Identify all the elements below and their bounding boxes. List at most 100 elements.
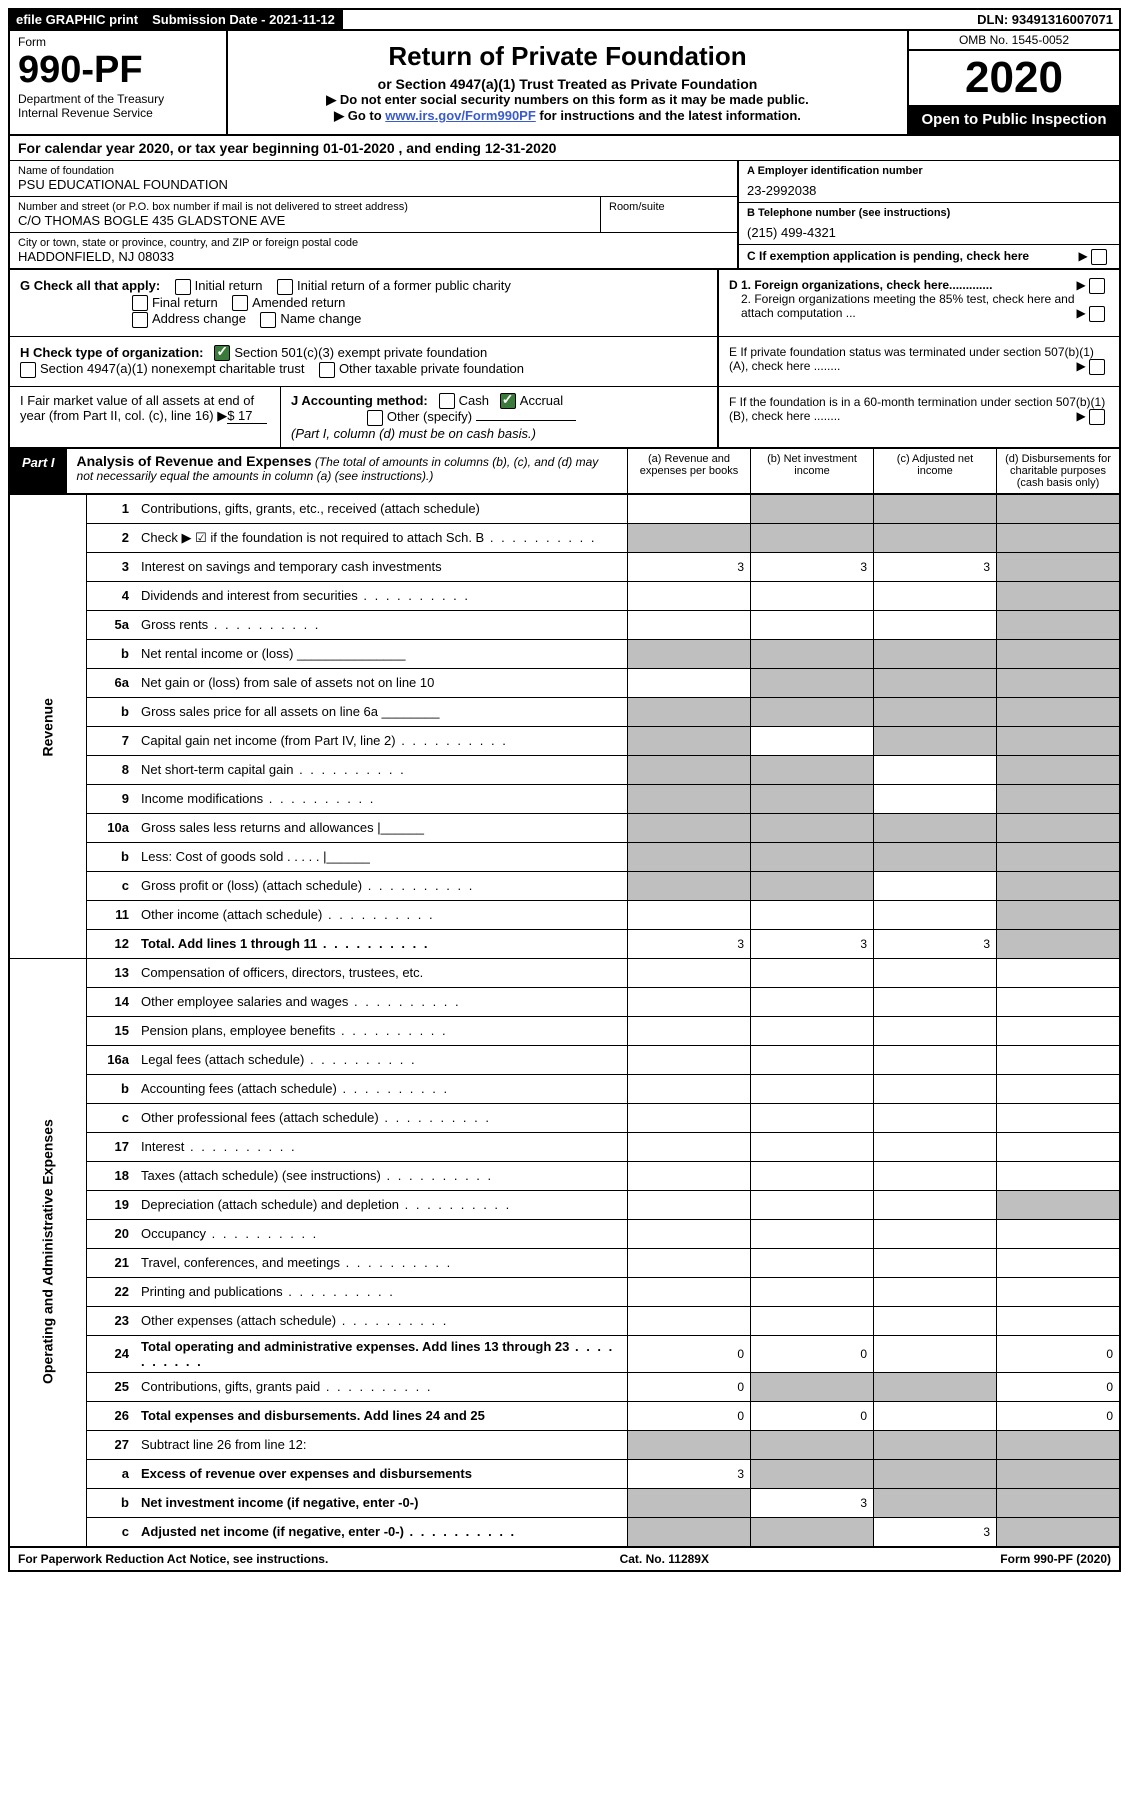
cell-d xyxy=(997,697,1121,726)
topbar: efile GRAPHIC print Submission Date - 20… xyxy=(8,8,1121,31)
c-cell: C If exemption application is pending, c… xyxy=(739,245,1119,267)
h2: Section 4947(a)(1) nonexempt charitable … xyxy=(40,361,304,376)
row-text: Gross rents xyxy=(135,610,628,639)
row-num: 7 xyxy=(87,726,136,755)
j1-chk[interactable] xyxy=(439,393,455,409)
cell-b xyxy=(751,1074,874,1103)
j-note: (Part I, column (d) must be on cash basi… xyxy=(291,426,536,441)
row-num: 25 xyxy=(87,1372,136,1401)
cell-b xyxy=(751,668,874,697)
row-num: 11 xyxy=(87,900,136,929)
d2: 2. Foreign organizations meeting the 85%… xyxy=(741,292,1075,320)
row-text: Excess of revenue over expenses and disb… xyxy=(135,1459,628,1488)
phone-cell: B Telephone number (see instructions) (2… xyxy=(739,203,1119,245)
cell-d xyxy=(997,639,1121,668)
row-text: Other income (attach schedule) xyxy=(135,900,628,929)
g1-chk[interactable] xyxy=(175,279,191,295)
cell-c xyxy=(874,1488,997,1517)
cell-d: 0 xyxy=(997,1401,1121,1430)
table-row: cGross profit or (loss) (attach schedule… xyxy=(9,871,1120,900)
g4: Amended return xyxy=(252,295,345,310)
row-num: 8 xyxy=(87,755,136,784)
j3-chk[interactable] xyxy=(367,410,383,426)
table-row: 11Other income (attach schedule) xyxy=(9,900,1120,929)
cell-a xyxy=(628,726,751,755)
ident-block: Name of foundation PSU EDUCATIONAL FOUND… xyxy=(8,161,1121,270)
cell-d xyxy=(997,1132,1121,1161)
part1-header: Part I Analysis of Revenue and Expenses … xyxy=(8,449,1121,495)
part1-title: Analysis of Revenue and Expenses xyxy=(77,453,312,469)
cell-d xyxy=(997,726,1121,755)
cell-b xyxy=(751,726,874,755)
g3-chk[interactable] xyxy=(132,295,148,311)
efile-label[interactable]: efile GRAPHIC print xyxy=(10,10,146,29)
d2-chk[interactable] xyxy=(1089,306,1105,322)
h3-chk[interactable] xyxy=(319,362,335,378)
cell-c xyxy=(874,900,997,929)
row-num: 9 xyxy=(87,784,136,813)
cell-c xyxy=(874,1132,997,1161)
cell-a: 3 xyxy=(628,1459,751,1488)
j2-chk[interactable] xyxy=(500,393,516,409)
row-num: b xyxy=(87,697,136,726)
cell-d xyxy=(997,1016,1121,1045)
j-other-line xyxy=(476,420,576,421)
cell-d xyxy=(997,987,1121,1016)
header-right: OMB No. 1545-0052 2020 Open to Public In… xyxy=(907,31,1119,134)
cell-a xyxy=(628,1248,751,1277)
cell-c xyxy=(874,784,997,813)
d1-chk[interactable] xyxy=(1089,278,1105,294)
footer-m: Cat. No. 11289X xyxy=(620,1552,709,1566)
row-text: Occupancy xyxy=(135,1219,628,1248)
cell-b xyxy=(751,1517,874,1546)
g2-chk[interactable] xyxy=(277,279,293,295)
row-num: 4 xyxy=(87,581,136,610)
cell-d xyxy=(997,1103,1121,1132)
f-block: F If the foundation is in a 60-month ter… xyxy=(719,387,1119,447)
e-chk[interactable] xyxy=(1089,359,1105,375)
footer: For Paperwork Reduction Act Notice, see … xyxy=(8,1547,1121,1572)
row-text: Contributions, gifts, grants paid xyxy=(135,1372,628,1401)
cell-c xyxy=(874,1335,997,1372)
calendar-row: For calendar year 2020, or tax year begi… xyxy=(8,136,1121,161)
row-num: c xyxy=(87,1103,136,1132)
row-text: Net investment income (if negative, ente… xyxy=(135,1488,628,1517)
city-cell: City or town, state or province, country… xyxy=(10,233,737,268)
h1-chk[interactable] xyxy=(214,345,230,361)
cell-b: 3 xyxy=(751,929,874,958)
cell-a xyxy=(628,639,751,668)
form-number: 990-PF xyxy=(18,49,218,92)
cell-c xyxy=(874,1401,997,1430)
cell-b xyxy=(751,1190,874,1219)
g6-chk[interactable] xyxy=(260,312,276,328)
row-text: Other professional fees (attach schedule… xyxy=(135,1103,628,1132)
cell-d xyxy=(997,929,1121,958)
ij-block: I Fair market value of all assets at end… xyxy=(10,387,719,447)
f-chk[interactable] xyxy=(1089,409,1105,425)
h2-chk[interactable] xyxy=(20,362,36,378)
cell-b: 0 xyxy=(751,1335,874,1372)
g5-chk[interactable] xyxy=(132,312,148,328)
table-row: 4Dividends and interest from securities xyxy=(9,581,1120,610)
row-text: Gross profit or (loss) (attach schedule) xyxy=(135,871,628,900)
row-text: Legal fees (attach schedule) xyxy=(135,1045,628,1074)
table-row: cAdjusted net income (if negative, enter… xyxy=(9,1517,1120,1546)
cell-d xyxy=(997,1459,1121,1488)
row-text: Pension plans, employee benefits xyxy=(135,1016,628,1045)
col-d: (d) Disbursements for charitable purpose… xyxy=(996,449,1119,493)
g4-chk[interactable] xyxy=(232,295,248,311)
submission-date: Submission Date - 2021-11-12 xyxy=(146,10,343,29)
cell-b xyxy=(751,1459,874,1488)
cell-b: 0 xyxy=(751,1401,874,1430)
table-row: 9Income modifications xyxy=(9,784,1120,813)
table-row: 26Total expenses and disbursements. Add … xyxy=(9,1401,1120,1430)
row-num: c xyxy=(87,871,136,900)
cell-c xyxy=(874,987,997,1016)
col-a: (a) Revenue and expenses per books xyxy=(627,449,750,493)
row-text: Total operating and administrative expen… xyxy=(135,1335,628,1372)
c-checkbox[interactable] xyxy=(1091,249,1107,265)
row-num: 24 xyxy=(87,1335,136,1372)
row-num: 19 xyxy=(87,1190,136,1219)
irs-link[interactable]: www.irs.gov/Form990PF xyxy=(385,108,536,123)
d-block: D 1. Foreign organizations, check here..… xyxy=(719,270,1119,336)
